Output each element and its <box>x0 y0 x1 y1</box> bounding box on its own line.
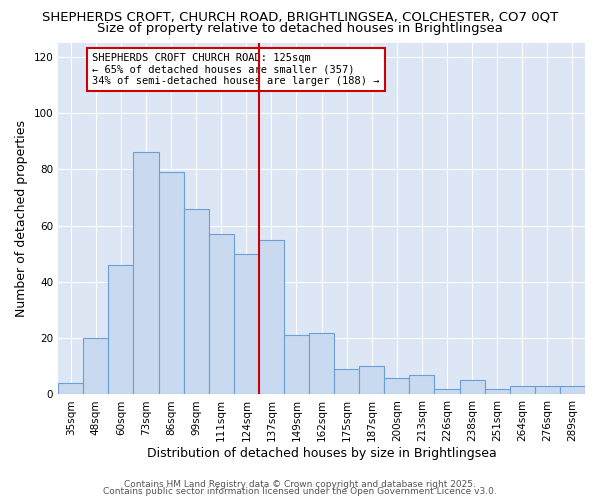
Bar <box>234 254 259 394</box>
Bar <box>109 265 133 394</box>
Bar <box>560 386 585 394</box>
Bar <box>334 369 359 394</box>
Text: Contains public sector information licensed under the Open Government Licence v3: Contains public sector information licen… <box>103 488 497 496</box>
Bar <box>485 389 510 394</box>
Bar <box>158 172 184 394</box>
Bar <box>359 366 385 394</box>
Bar <box>58 383 83 394</box>
Bar <box>209 234 234 394</box>
Bar <box>409 374 434 394</box>
Bar <box>259 240 284 394</box>
Bar <box>184 208 209 394</box>
Bar <box>284 336 309 394</box>
Text: Size of property relative to detached houses in Brightlingsea: Size of property relative to detached ho… <box>97 22 503 35</box>
X-axis label: Distribution of detached houses by size in Brightlingsea: Distribution of detached houses by size … <box>147 447 496 460</box>
Bar <box>460 380 485 394</box>
Text: Contains HM Land Registry data © Crown copyright and database right 2025.: Contains HM Land Registry data © Crown c… <box>124 480 476 489</box>
Bar <box>309 332 334 394</box>
Bar <box>510 386 535 394</box>
Bar <box>535 386 560 394</box>
Bar <box>133 152 158 394</box>
Bar <box>83 338 109 394</box>
Y-axis label: Number of detached properties: Number of detached properties <box>15 120 28 317</box>
Text: SHEPHERDS CROFT CHURCH ROAD: 125sqm
← 65% of detached houses are smaller (357)
3: SHEPHERDS CROFT CHURCH ROAD: 125sqm ← 65… <box>92 53 380 86</box>
Bar <box>385 378 409 394</box>
Text: SHEPHERDS CROFT, CHURCH ROAD, BRIGHTLINGSEA, COLCHESTER, CO7 0QT: SHEPHERDS CROFT, CHURCH ROAD, BRIGHTLING… <box>42 11 558 24</box>
Bar <box>434 389 460 394</box>
